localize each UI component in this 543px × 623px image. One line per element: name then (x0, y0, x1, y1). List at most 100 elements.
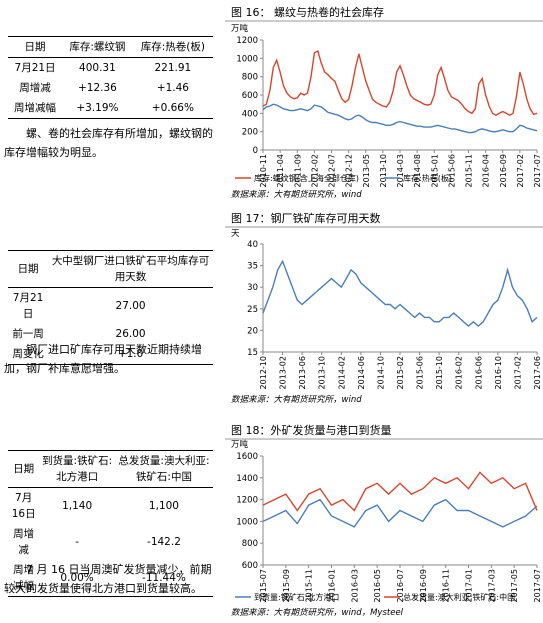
source: 数据来源：大有期货研究所，wind (231, 394, 362, 405)
series-line (262, 471, 538, 512)
x-tick-label: 2016-07 (396, 569, 405, 602)
x-tick-label: 2017-02 (513, 356, 522, 389)
header-cell: 日期 (24, 41, 46, 53)
series-line (262, 498, 538, 528)
table-cell: 0.00% (60, 572, 94, 584)
y-tick-label: 1600 (236, 452, 258, 462)
table-cell: 周增减 (13, 528, 35, 556)
x-tick-label: 2016-05 (373, 569, 382, 602)
y-unit: 万吨 (231, 439, 249, 450)
table-cell: 7月21日 (12, 292, 44, 320)
table-row: 7月16日 1,140 1,100 (8, 488, 213, 525)
y-tick-label: 0 (253, 146, 258, 156)
header-row: 日期 到货量:铁矿石:北方港口 总发货量:澳大利亚:铁矿石:中国 (8, 450, 213, 488)
y-tick-label: 20 (247, 326, 258, 336)
y-tick-label: 1200 (236, 36, 258, 46)
y-tick-label: 35 (247, 262, 258, 272)
x-tick-label: 2015-07 (259, 569, 268, 602)
data-table: 日期 大中型钢厂进口铁矿石平均库存可用天数 7月21日 27.00 前一周 26.00 周变… (8, 250, 213, 365)
y-tick-label: 200 (242, 128, 258, 138)
note: 螺、卷的社会库存有所增加，螺纹钢的库存增幅较为明显。 (4, 127, 213, 159)
table-cell: +12.36 (77, 82, 117, 94)
table-row: 周增减 - -142.2 (8, 524, 213, 560)
y-tick-label: 1000 (236, 54, 258, 64)
x-tick-label: 2016-09 (419, 569, 428, 602)
series-line (262, 49, 538, 117)
legend-label: 到货量:铁矿石:北方港口 (254, 592, 339, 602)
x-tick-label: 2014-03 (396, 154, 405, 187)
table-cell: +1.0 (117, 348, 144, 360)
y-tick-label: 1200 (236, 496, 258, 506)
x-tick-label: 2016-04 (482, 154, 491, 187)
x-tick-label: 2016-03 (350, 569, 359, 602)
x-tick-label: 2015-11 (305, 569, 314, 602)
series-line (262, 259, 538, 328)
y-unit: 万吨 (231, 23, 249, 34)
table-cell: +1.46 (156, 82, 189, 94)
y-tick-label: 600 (242, 561, 258, 571)
x-tick-label: 2010-11 (259, 154, 268, 187)
y-tick-label: 800 (242, 539, 258, 549)
x-tick-label: 2016-02 (455, 356, 464, 389)
source: 数据来源：大有期货研究所，wind (231, 189, 362, 200)
x-tick-label: 2017-02 (516, 154, 525, 187)
y-tick-label: 1400 (236, 474, 258, 484)
table-cell: 前一周 (12, 328, 44, 340)
x-tick-label: 2015-06 (416, 356, 425, 389)
data-table: 日期 到货量:铁矿石:北方港口 总发货量:澳大利亚:铁矿石:中国 7月16日 1,140… (8, 450, 213, 597)
chart-title: 图 16： 螺纹与热卷的社会库存 (231, 5, 384, 19)
table-body: 7月21日 27.00 前一周 26.00 周变化 +1.0 (8, 288, 213, 365)
x-tick-label: 2016-01 (328, 569, 337, 602)
table-cell: 26.00 (115, 328, 146, 340)
x-tick-label: 2015-01 (430, 154, 439, 187)
table-cell: 1,100 (148, 500, 179, 512)
table-cell: 400.31 (79, 62, 116, 74)
y-tick-label: 400 (242, 109, 258, 119)
x-tick-label: 2013-10 (318, 356, 327, 389)
x-tick-label: 2017-06 (533, 356, 542, 389)
y-tick-label: 600 (242, 91, 258, 101)
chart-title: 图 18：外矿发货量与港口到货量 (231, 423, 392, 437)
table-row: 7月21日 400.31 221.91 (8, 58, 213, 79)
y-unit: 天 (231, 229, 240, 239)
table-head: 日期 库存:螺纹钢 库存:热卷(板) (8, 36, 213, 58)
table-cell: -11.44% (142, 572, 186, 584)
header-cell: 库存:螺纹钢 (69, 41, 126, 53)
source: 数据来源：大有期货研究所，wind，Mysteel (231, 607, 404, 618)
header-row: 日期 库存:螺纹钢 库存:热卷(板) (8, 36, 213, 58)
header-cell: 大中型钢厂进口铁矿石平均库存可用天数 (51, 255, 210, 283)
x-tick-label: 2011-09 (293, 154, 302, 187)
table-row: 7月21日 27.00 (8, 288, 213, 325)
y-tick-label: 40 (247, 240, 258, 250)
table-cell: 1,140 (62, 500, 93, 512)
series-line (262, 103, 538, 134)
x-tick-label: 2013-05 (362, 154, 371, 187)
header-cell: 日期 (13, 463, 35, 475)
table-head: 日期 到货量:铁矿石:北方港口 总发货量:澳大利亚:铁矿石:中国 (8, 450, 213, 488)
x-tick-label: 2015-02 (396, 356, 405, 389)
table-head: 日期 大中型钢厂进口铁矿石平均库存可用天数 (8, 250, 213, 288)
x-tick-label: 2015-06 (447, 154, 456, 187)
x-tick-label: 2017-03 (487, 569, 496, 602)
data-table: 日期 库存:螺纹钢 库存:热卷(板) 7月21日 400.31 221.91 周增减 +12.… (8, 36, 213, 119)
x-tick-label: 2013-06 (298, 356, 307, 389)
legend-label: 库存:螺纹钢(含上海全部仓库) (254, 173, 359, 183)
x-tick-label: 2016-10 (494, 356, 503, 389)
x-tick-label: 2014-02 (337, 356, 346, 389)
y-tick-label: 15 (247, 348, 258, 358)
header-cell: 日期 (17, 263, 39, 275)
x-tick-label: 2011-04 (276, 154, 285, 187)
table-cell: 7月21日 (14, 62, 56, 74)
x-tick-label: 2014-08 (413, 154, 422, 187)
table-row: 周增减幅 +3.19% +0.66% (8, 98, 213, 119)
x-tick-label: 2012-02 (310, 154, 319, 187)
table-cell: 周变化 (12, 348, 44, 360)
table-cell: 周增减幅 (13, 564, 35, 592)
x-tick-label: 2016-11 (442, 569, 451, 602)
legend-label: 库存:热卷(板) (403, 173, 452, 183)
x-tick-label: 2015-10 (435, 356, 444, 389)
x-tick-label: 2013-02 (279, 356, 288, 389)
table-cell: -142.2 (147, 536, 181, 548)
x-tick-label: 2017-07 (533, 569, 542, 602)
y-tick-label: 800 (242, 73, 258, 83)
